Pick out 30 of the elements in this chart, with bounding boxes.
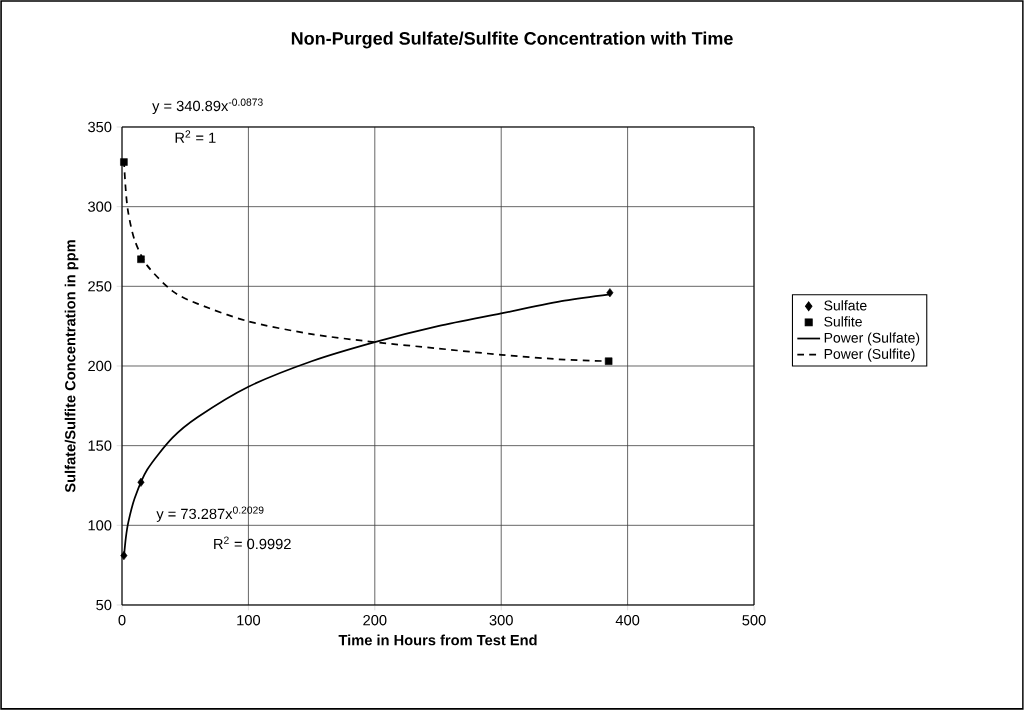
y-tick-label: 100 [88, 520, 112, 531]
legend-label: Sulfate [824, 300, 867, 311]
annotation: R$^{2}$ = 1 [175, 130, 216, 143]
legend-label: Sulfite [824, 316, 862, 327]
x-tick-label: 500 [742, 615, 766, 626]
y-tick-label: 200 [88, 360, 112, 372]
x-axis-title: Time in Hours from Test End [338, 634, 537, 646]
x-tick-label: 200 [363, 615, 387, 626]
y-tick-label: 300 [88, 201, 112, 212]
y-tick-label: 250 [88, 281, 112, 292]
x-tick-label: 300 [489, 615, 513, 626]
chart-title: Non-Purged Sulfate/Sulfite Concentration with Time [291, 31, 733, 49]
legend-label: Power (Sulfite) [824, 348, 915, 362]
y-axis-title: Sulfate/Sulfite Concentration in ppm [64, 240, 79, 493]
text: y = 340.89x$^{-0.0873}$ [152, 98, 263, 115]
legend-label: Power (Sulfate) [824, 332, 920, 346]
annotation: R$^{2}$ = 0.9992 [214, 536, 291, 550]
point [137, 477, 145, 487]
point [606, 288, 614, 298]
point [120, 158, 128, 166]
x-tick-label: 400 [615, 615, 640, 626]
annotation: y = 73.287x$^{0.2029}$ [156, 506, 264, 522]
x-tick-label: 100 [237, 615, 261, 626]
y-tick-label: 350 [88, 121, 112, 133]
x-tick-label: 0 [118, 615, 126, 626]
point [137, 255, 145, 263]
y-tick-label: 150 [88, 440, 112, 451]
point [120, 551, 128, 561]
y-tick-label: 50 [96, 599, 112, 611]
point [604, 357, 613, 365]
